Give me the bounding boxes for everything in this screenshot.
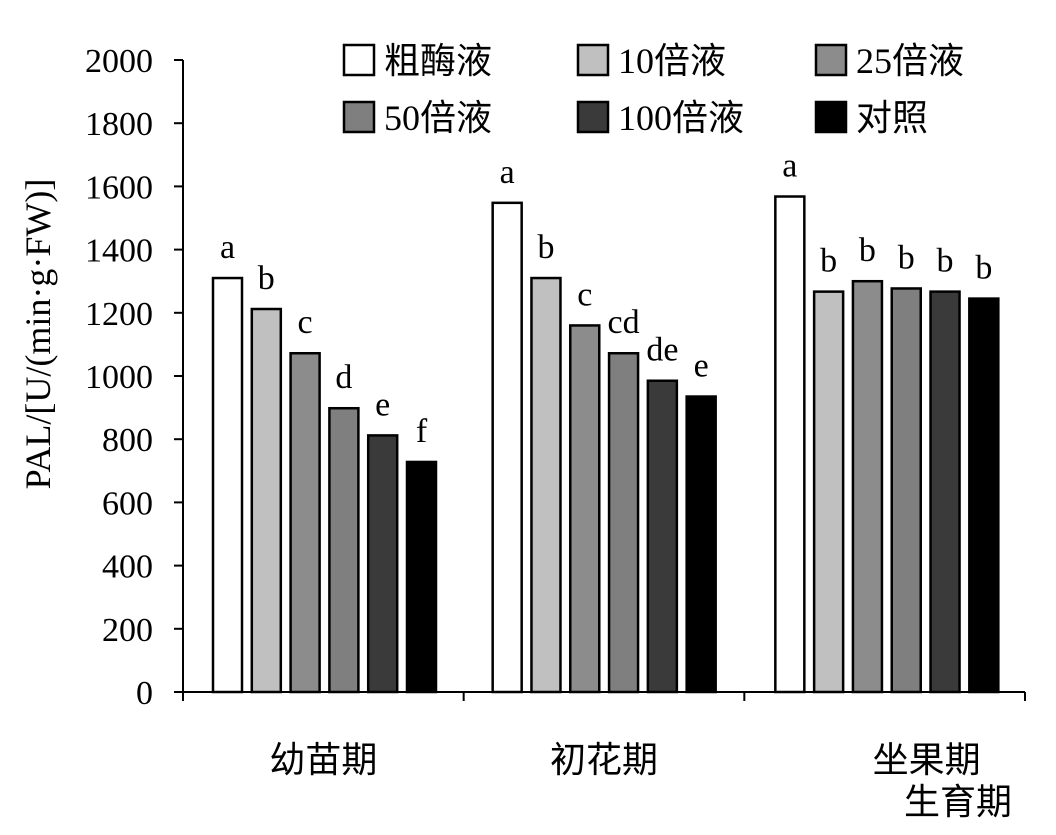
bar bbox=[530, 276, 562, 694]
x-category-label: 初花期 bbox=[550, 740, 658, 780]
bar bbox=[646, 379, 679, 694]
significance-letter: b bbox=[859, 232, 876, 269]
y-tick-label: 2000 bbox=[85, 43, 153, 80]
y-tick-label: 1600 bbox=[85, 169, 153, 206]
significance-letter: b bbox=[537, 229, 554, 266]
y-tick-label: 1000 bbox=[85, 359, 153, 396]
bar bbox=[328, 406, 360, 694]
significance-letter: e bbox=[375, 386, 390, 423]
legend-label: 100倍液 bbox=[618, 98, 744, 138]
legend: 粗酶液 10倍液 25倍液 50倍液 100倍液 对照 bbox=[342, 41, 964, 138]
significance-letter: b bbox=[975, 250, 992, 287]
bar bbox=[289, 351, 321, 694]
bar bbox=[405, 460, 438, 694]
bar bbox=[812, 290, 845, 694]
significance-letter: d bbox=[335, 359, 352, 396]
significance-letter: a bbox=[500, 154, 515, 191]
legend-swatch bbox=[342, 100, 376, 134]
bar bbox=[890, 287, 922, 694]
significance-letter: c bbox=[298, 304, 313, 341]
significance-letter: e bbox=[694, 348, 709, 385]
bar bbox=[685, 395, 717, 694]
y-tick-label: 800 bbox=[102, 422, 153, 459]
significance-letter: c bbox=[577, 276, 592, 313]
y-tick-label: 1400 bbox=[85, 233, 153, 270]
significance-letter: b bbox=[937, 243, 954, 280]
legend-label: 50倍液 bbox=[384, 98, 492, 138]
significance-letter: b bbox=[898, 239, 915, 276]
significance-letter: a bbox=[220, 229, 235, 266]
legend-label: 对照 bbox=[856, 98, 928, 138]
bar bbox=[491, 201, 523, 694]
significance-letter: de bbox=[646, 332, 678, 369]
significance-letter: b bbox=[820, 243, 837, 280]
bar bbox=[929, 290, 961, 694]
bar bbox=[211, 276, 244, 694]
bar bbox=[968, 297, 1000, 694]
legend-label: 25倍液 bbox=[856, 41, 964, 81]
y-axis-label: PAL/[U/(min·g·FW)] bbox=[18, 179, 58, 490]
significance-letter: b bbox=[258, 260, 275, 297]
bars-group bbox=[211, 195, 1000, 694]
y-tick-label: 600 bbox=[102, 485, 153, 522]
legend-swatch bbox=[814, 43, 848, 77]
bar bbox=[569, 324, 601, 694]
significance-letter: f bbox=[416, 413, 428, 450]
bar bbox=[607, 351, 640, 694]
bar bbox=[250, 307, 283, 694]
legend-swatch bbox=[342, 43, 376, 77]
x-category-label: 坐果期 bbox=[873, 740, 981, 780]
legend-label: 粗酶液 bbox=[384, 41, 492, 81]
bar bbox=[851, 279, 884, 694]
x-axis-label: 生育期 bbox=[904, 782, 1012, 822]
bar bbox=[366, 434, 399, 694]
bar bbox=[774, 195, 806, 694]
axes-group: 0 200 400 600 800 1000 1200 1400 1600 1800 2000 幼苗期… bbox=[85, 43, 1026, 780]
x-category-label: 幼苗期 bbox=[269, 740, 377, 780]
legend-swatch bbox=[814, 100, 848, 134]
y-tick-label: 0 bbox=[136, 675, 153, 712]
legend-swatch bbox=[576, 43, 610, 77]
y-tick-label: 400 bbox=[102, 549, 153, 586]
legend-swatch bbox=[576, 100, 610, 134]
legend-label: 10倍液 bbox=[618, 41, 726, 81]
significance-letter: cd bbox=[608, 304, 640, 341]
significance-letter: a bbox=[782, 148, 797, 185]
y-tick-label: 200 bbox=[102, 612, 153, 649]
y-tick-label: 1800 bbox=[85, 106, 153, 143]
y-tick-label: 1200 bbox=[85, 296, 153, 333]
